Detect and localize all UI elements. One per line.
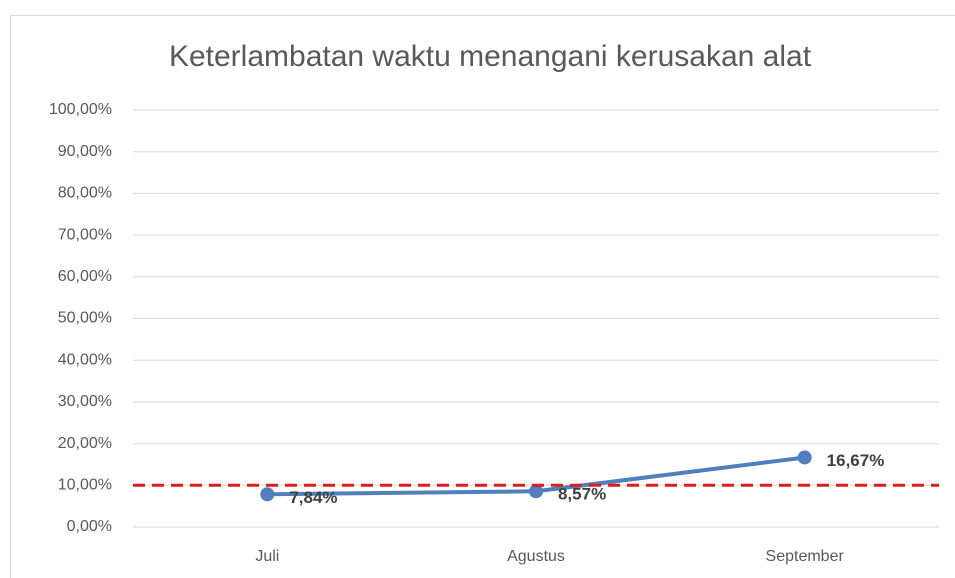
y-tick-label: 70,00% <box>58 226 112 243</box>
x-tick-label: September <box>766 548 845 565</box>
marker <box>797 450 812 465</box>
y-tick-label: 0,00% <box>67 518 112 535</box>
y-tick-label: 90,00% <box>58 143 112 160</box>
y-tick-label: 80,00% <box>58 185 112 202</box>
marker <box>529 484 543 499</box>
x-tick-label: Agustus <box>507 548 565 565</box>
y-tick-label: 50,00% <box>58 310 112 327</box>
y-tick-label: 60,00% <box>58 268 112 285</box>
data-label: 16,67% <box>827 451 885 470</box>
marker <box>260 487 275 502</box>
chart-title: Keterlambatan waktu menangani kerusakan … <box>169 40 812 73</box>
data-label: 8,57% <box>558 485 606 504</box>
y-tick-label: 100,00% <box>49 101 112 118</box>
data-label: 7,84% <box>289 488 337 507</box>
y-tick-label: 30,00% <box>58 393 112 410</box>
y-tick-label: 10,00% <box>58 477 112 494</box>
y-tick-label: 40,00% <box>58 351 112 368</box>
y-tick-label: 20,00% <box>58 435 112 452</box>
x-tick-label: Juli <box>255 548 279 565</box>
